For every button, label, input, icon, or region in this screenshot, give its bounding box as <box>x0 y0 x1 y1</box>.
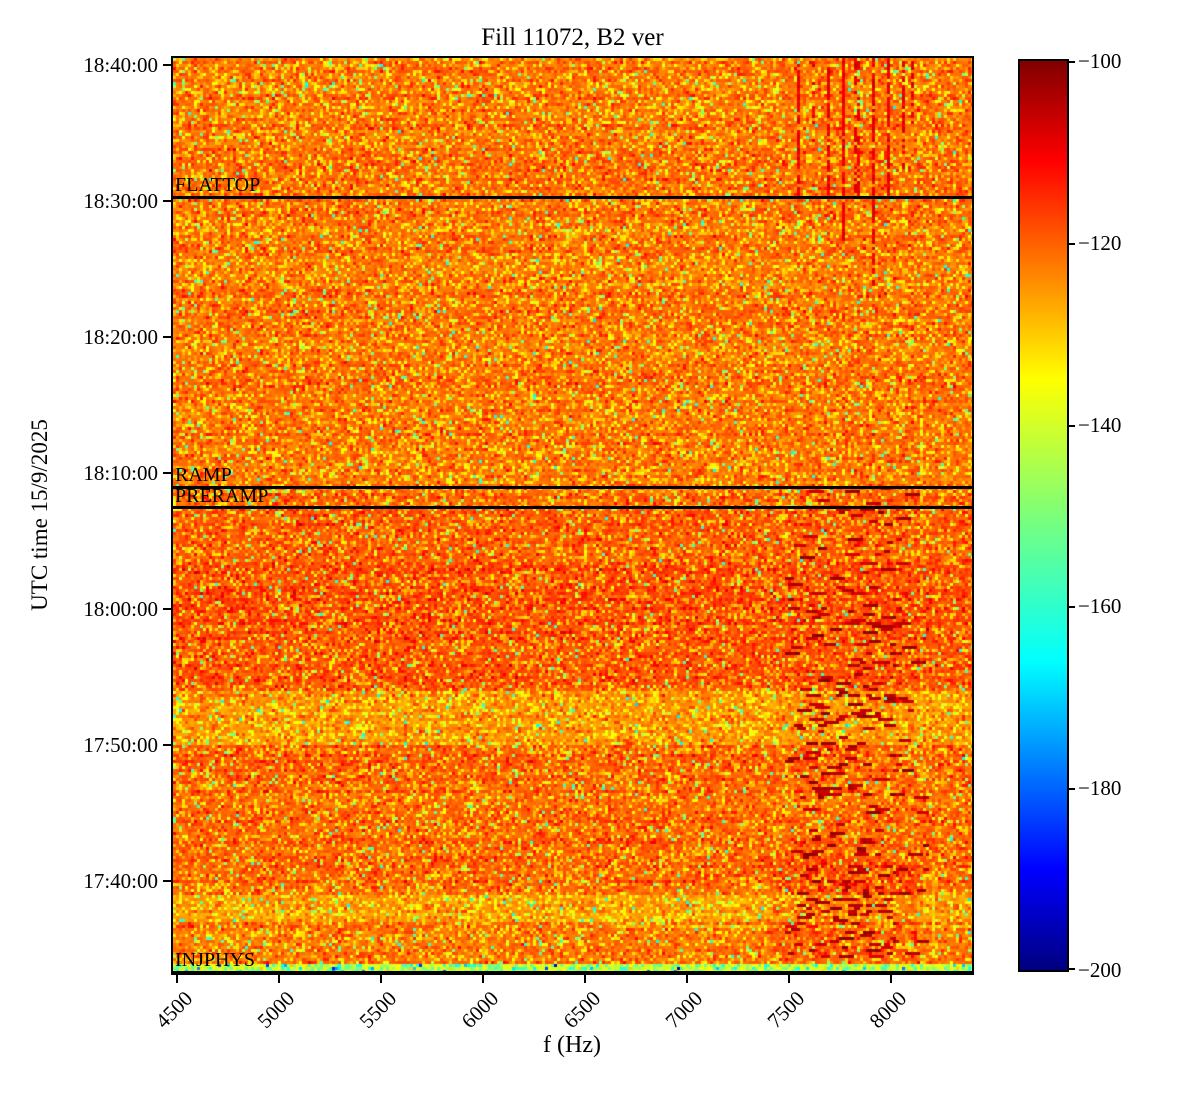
x-tick-mark <box>788 974 791 983</box>
colorbar-tick-label: −180 <box>1078 776 1122 801</box>
chart-title: Fill 11072, B2 ver <box>481 24 664 51</box>
plot-area: FLATTOP RAMP PRERAMP INJPHYS <box>171 56 974 975</box>
y-tick-mark <box>163 880 172 883</box>
colorbar-tick-label: −100 <box>1078 49 1122 73</box>
x-tick-mark <box>175 974 178 983</box>
colorbar-tick-mark <box>1067 968 1075 970</box>
colorbar-tick-mark <box>1067 606 1075 609</box>
y-tick-mark <box>163 200 172 203</box>
colorbar-tick-label: −200 <box>1078 958 1122 982</box>
x-tick-label: 6000 <box>456 986 504 1033</box>
mode-line-flattop <box>173 195 972 199</box>
y-tick-mark <box>163 64 172 67</box>
x-tick-label: 5000 <box>252 986 300 1033</box>
x-tick-mark <box>889 974 892 983</box>
x-tick-mark <box>685 974 688 983</box>
y-tick-label: 18:00:00 <box>83 597 158 622</box>
x-axis-label: f (Hz) <box>543 1032 601 1058</box>
colorbar-tick-label: −160 <box>1078 594 1122 619</box>
mode-label-flattop: FLATTOP <box>175 174 261 197</box>
colorbar-tick-mark <box>1067 242 1075 245</box>
x-tick-label: 6500 <box>558 986 606 1033</box>
y-tick-label: 18:30:00 <box>83 189 158 214</box>
y-tick-label: 18:10:00 <box>83 461 158 486</box>
x-tick-mark <box>482 974 484 983</box>
x-tick-mark <box>584 974 587 983</box>
y-tick-mark <box>163 336 172 339</box>
colorbar-tick-label: −140 <box>1078 412 1122 437</box>
x-tick-label: 4500 <box>150 986 198 1033</box>
mode-line-injphys <box>173 970 972 974</box>
x-tick-label: 8000 <box>864 986 912 1033</box>
y-tick-label: 17:40:00 <box>83 869 158 894</box>
y-tick-mark <box>163 744 172 747</box>
colorbar-tick-mark <box>1067 61 1075 63</box>
y-tick-label: 17:50:00 <box>83 733 158 758</box>
colorbar-tick-label: −120 <box>1078 230 1122 255</box>
y-tick-label: 18:20:00 <box>83 325 158 350</box>
x-tick-label: 7000 <box>660 986 708 1033</box>
colorbar-tick-mark <box>1067 788 1075 791</box>
colorbar <box>1018 59 1069 972</box>
colorbar-tick-mark <box>1067 424 1075 427</box>
x-tick-label: 7500 <box>762 986 810 1033</box>
y-tick-label: 18:40:00 <box>83 53 158 78</box>
x-tick-mark <box>379 974 382 983</box>
spectrogram-heatmap <box>173 58 972 973</box>
y-tick-mark <box>163 608 172 611</box>
x-tick-label: 5500 <box>354 986 402 1033</box>
mode-line-ramp <box>173 485 972 489</box>
mode-label-injphys: INJPHYS <box>175 949 256 972</box>
mode-label-ramp: RAMP <box>175 464 232 487</box>
y-tick-mark <box>163 472 172 475</box>
y-axis-label: UTC time 15/9/2025 <box>27 419 52 611</box>
mode-label-preramp: PRERAMP <box>175 484 269 507</box>
mode-line-preramp <box>173 506 972 510</box>
x-tick-mark <box>278 974 281 983</box>
